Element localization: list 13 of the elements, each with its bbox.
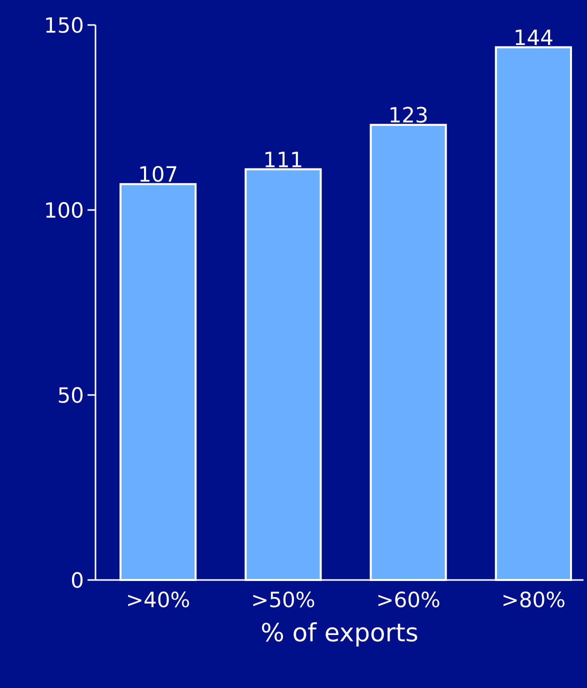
data-label: 111 (265, 152, 302, 168)
x-axis-title: % of exports (262, 622, 418, 646)
x-tick-label: >40% (128, 592, 190, 608)
data-label: 123 (390, 106, 427, 123)
y-tick-label: 100 (46, 202, 83, 218)
y-tick-label: 0 (72, 572, 83, 588)
x-tick-label: >50% (253, 592, 314, 608)
y-tick-label: 150 (46, 17, 83, 33)
data-label: 144 (516, 30, 552, 45)
x-tick-label: >80% (504, 592, 564, 608)
y-tick-label: 50 (58, 387, 83, 403)
x-tick-label: >60% (378, 592, 440, 608)
data-label: 107 (140, 166, 176, 182)
